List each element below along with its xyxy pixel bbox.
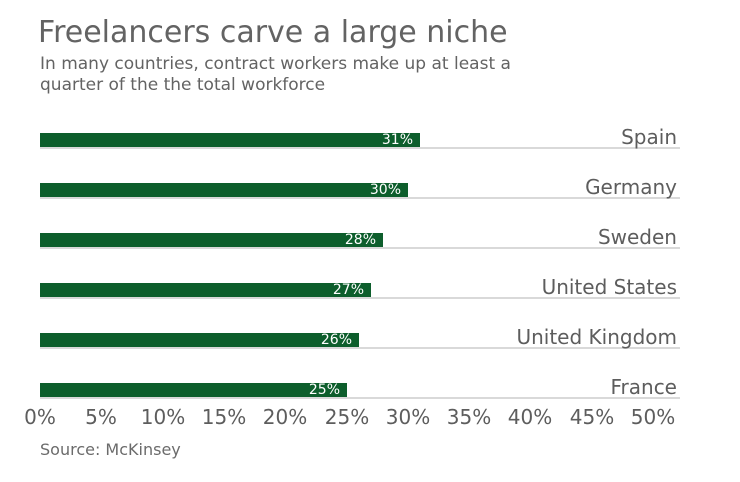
x-axis-tick-30: 30% bbox=[385, 405, 431, 429]
x-axis-tick-25: 25% bbox=[324, 405, 370, 429]
bar-track bbox=[40, 197, 680, 199]
bar-spain: 31% bbox=[40, 133, 420, 147]
x-axis-tick-15: 15% bbox=[201, 405, 247, 429]
bar-track bbox=[40, 147, 680, 149]
bar-track bbox=[40, 297, 680, 299]
category-label-germany: Germany bbox=[585, 175, 677, 199]
category-label-united-kingdom: United Kingdom bbox=[516, 325, 677, 349]
x-axis-tick-45: 45% bbox=[569, 405, 615, 429]
chart-subtitle: In many countries, contract workers make… bbox=[40, 54, 511, 96]
bar-row-united-kingdom: 26% United Kingdom bbox=[40, 327, 680, 349]
bar-value-label: 27% bbox=[332, 282, 364, 298]
bar-sweden: 28% bbox=[40, 233, 383, 247]
bar-france: 25% bbox=[40, 383, 347, 397]
bar-united-kingdom: 26% bbox=[40, 333, 359, 347]
x-axis-tick-5: 5% bbox=[85, 405, 117, 429]
x-axis-tick-20: 20% bbox=[262, 405, 308, 429]
chart-subtitle-line-2: quarter of the the total workforce bbox=[40, 75, 326, 95]
bar-value-label: 28% bbox=[344, 232, 376, 248]
x-axis-tick-35: 35% bbox=[446, 405, 492, 429]
source-note: Source: McKinsey bbox=[40, 440, 181, 459]
bar-united-states: 27% bbox=[40, 283, 371, 297]
bar-value-label: 26% bbox=[320, 332, 352, 348]
bar-row-france: 25% France bbox=[40, 377, 680, 399]
bar-row-united-states: 27% United States bbox=[40, 277, 680, 299]
bar-value-label: 31% bbox=[381, 132, 413, 148]
bar-row-spain: 31% Spain bbox=[40, 127, 680, 149]
x-axis-tick-0: 0% bbox=[24, 405, 56, 429]
bar-value-label: 30% bbox=[369, 182, 401, 198]
x-axis-tick-40: 40% bbox=[507, 405, 553, 429]
chart-subtitle-line-1: In many countries, contract workers make… bbox=[40, 54, 511, 74]
category-label-spain: Spain bbox=[621, 125, 677, 149]
bar-row-sweden: 28% Sweden bbox=[40, 227, 680, 249]
bar-track bbox=[40, 347, 680, 349]
bar-value-label: 25% bbox=[308, 382, 340, 398]
category-label-united-states: United States bbox=[541, 275, 677, 299]
bar-track bbox=[40, 397, 680, 399]
x-axis-tick-10: 10% bbox=[140, 405, 186, 429]
bar-row-germany: 30% Germany bbox=[40, 177, 680, 199]
bar-track bbox=[40, 247, 680, 249]
bar-germany: 30% bbox=[40, 183, 408, 197]
x-axis-tick-50: 50% bbox=[630, 405, 676, 429]
category-label-sweden: Sweden bbox=[597, 225, 677, 249]
chart-title: Freelancers carve a large niche bbox=[38, 15, 508, 50]
category-label-france: France bbox=[610, 375, 677, 399]
